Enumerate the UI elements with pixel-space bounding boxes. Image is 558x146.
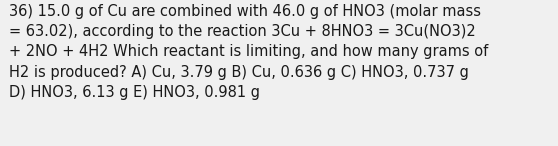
Text: 36) 15.0 g of Cu are combined with 46.0 g of HNO3 (molar mass
= 63.02), accordin: 36) 15.0 g of Cu are combined with 46.0 … — [9, 4, 488, 100]
